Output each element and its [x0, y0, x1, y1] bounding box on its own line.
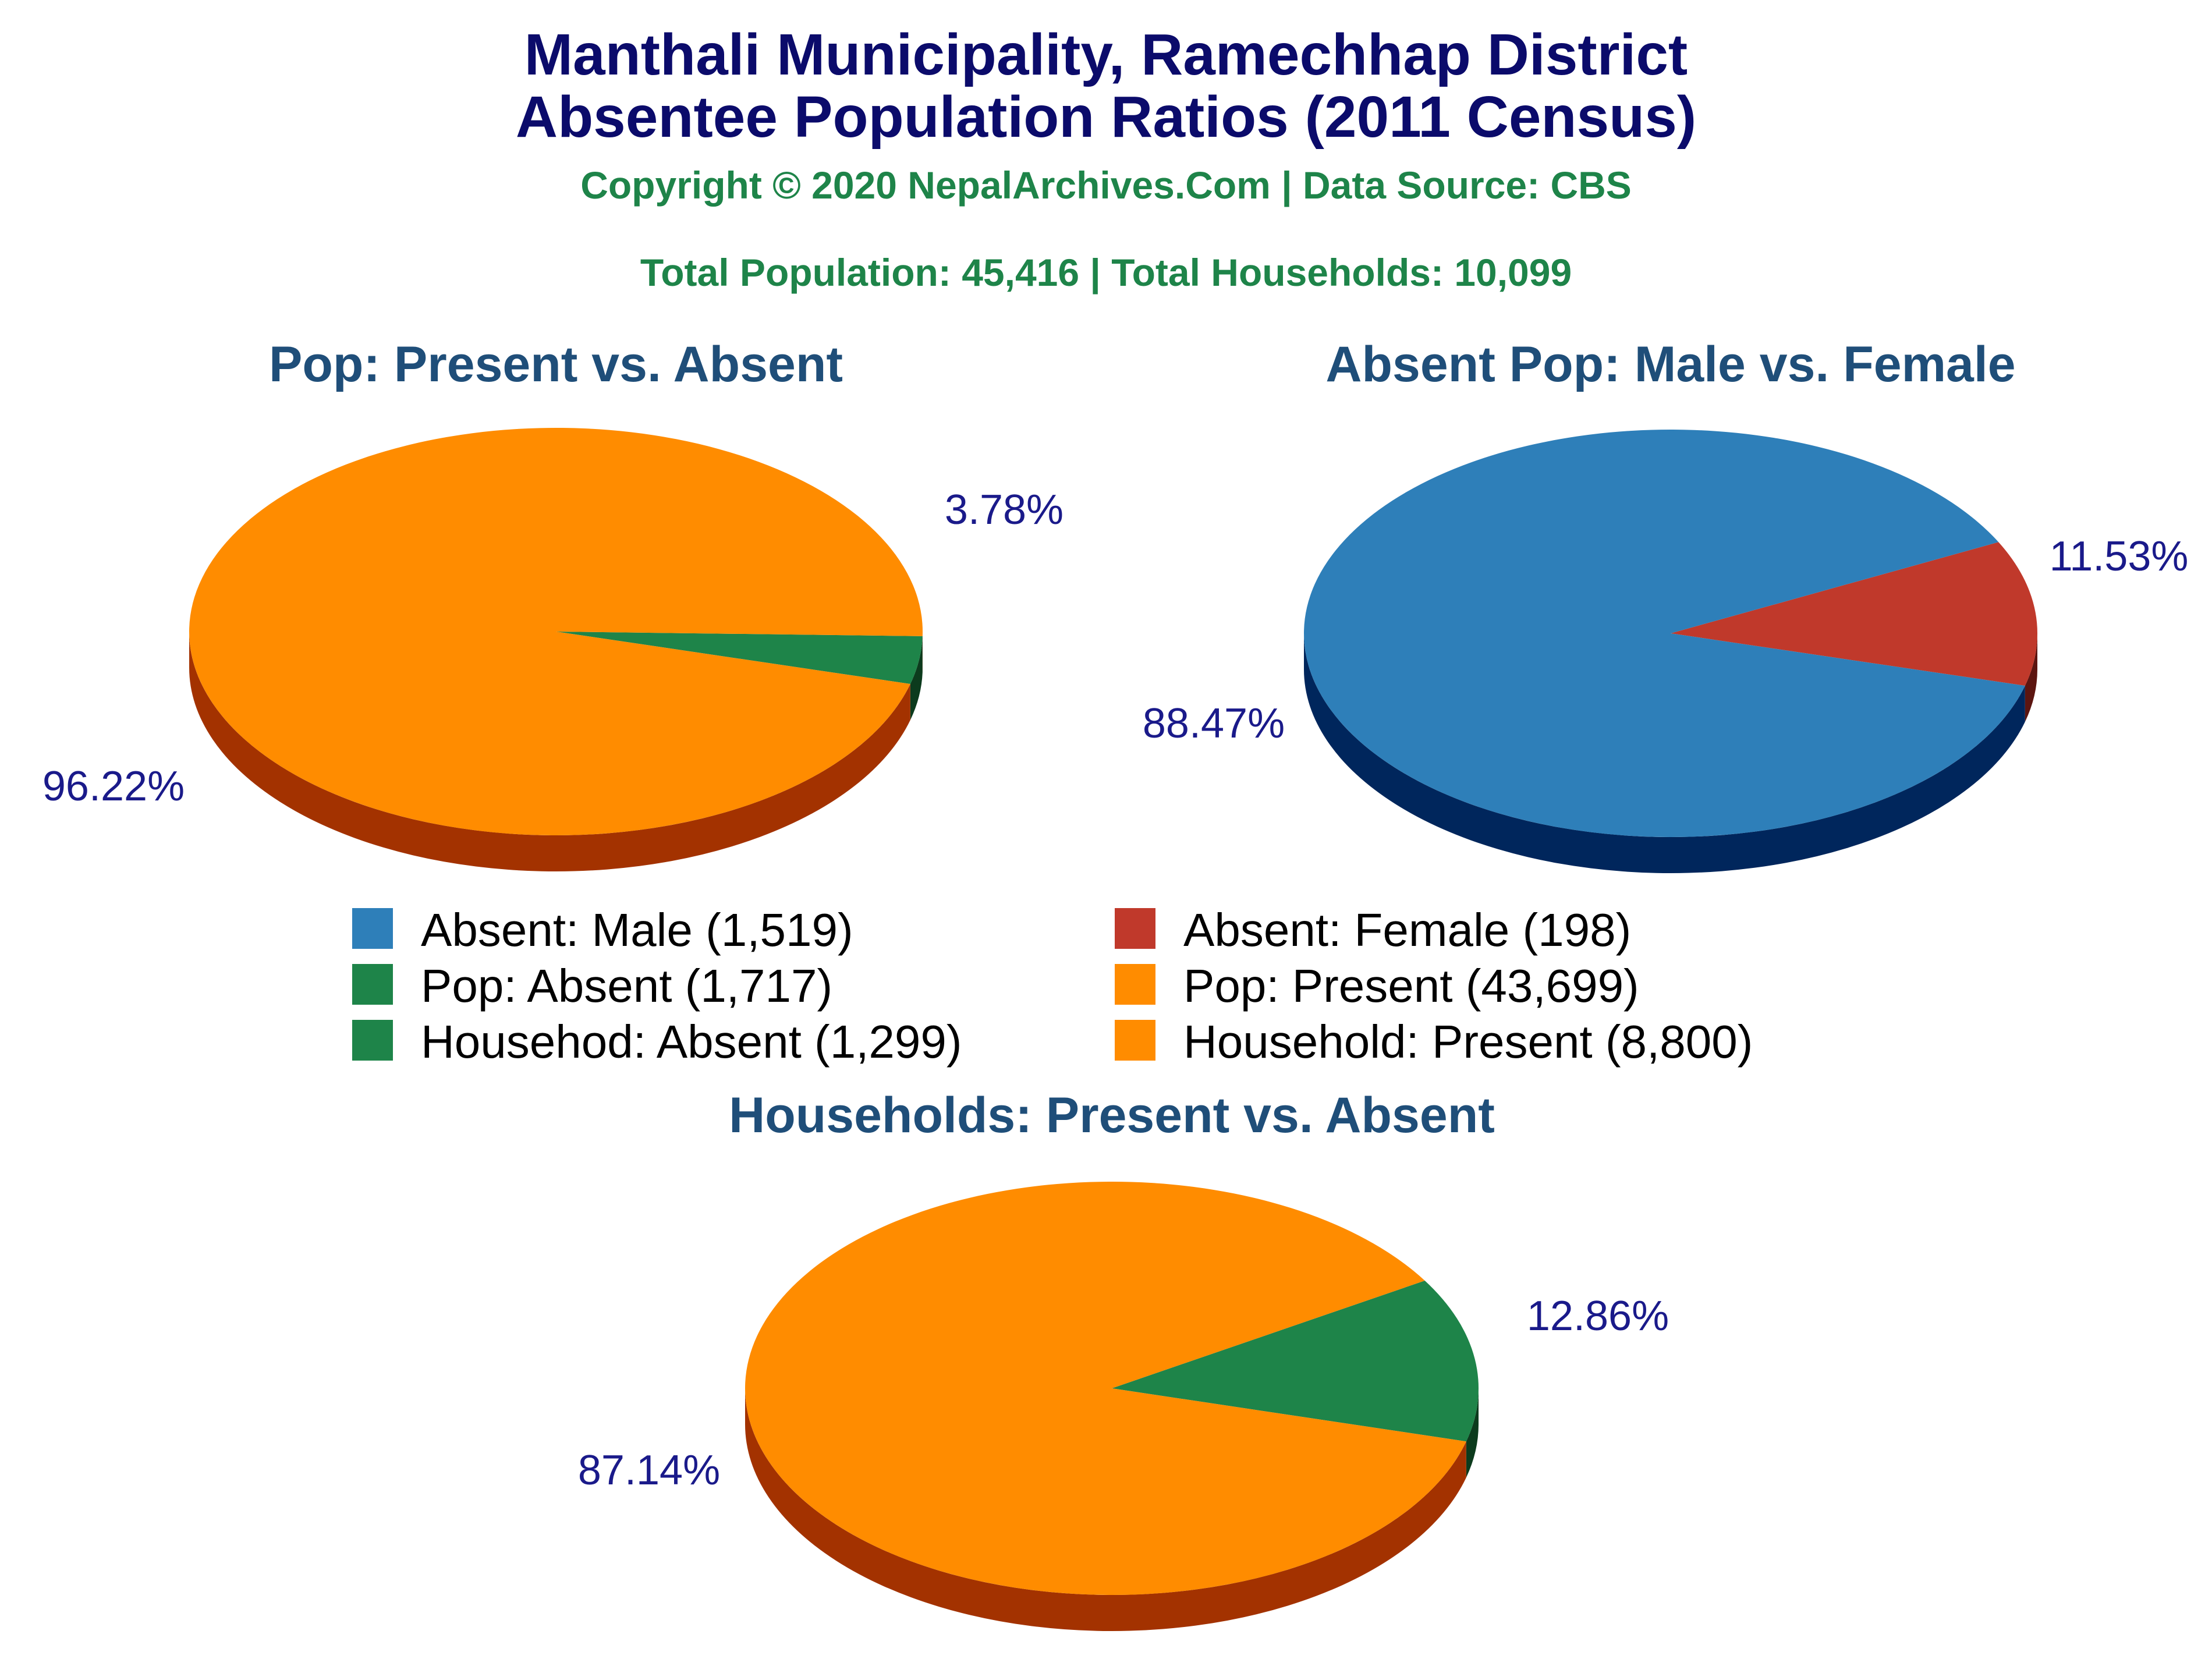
- legend-swatch: [1115, 908, 1155, 949]
- pie-slice-side: [1304, 633, 2025, 873]
- pie-slice-percent-label: 96.22%: [42, 763, 185, 810]
- pie-slice-side: [1466, 1388, 1479, 1478]
- pie-slice: [556, 632, 923, 684]
- legend-swatch: [352, 908, 393, 949]
- pie-chart-title: Pop: Present vs. Absent: [269, 336, 843, 392]
- pie-chart: Pop: Present vs. Absent 3.78% 96.22%: [42, 336, 1064, 872]
- pie-slice: [189, 427, 923, 835]
- pie-slice-percent-label: 87.14%: [578, 1447, 720, 1494]
- legend-swatch: [1115, 964, 1155, 1005]
- figure-title-line1: Manthali Municipality, Ramechhap Distric…: [524, 22, 1688, 87]
- legend-label: Pop: Absent (1,717): [421, 960, 833, 1012]
- pie-chart-title: Households: Present vs. Absent: [729, 1087, 1495, 1143]
- pie-slice-percent-label: 3.78%: [945, 487, 1064, 533]
- pie-slice-side: [2025, 633, 2037, 722]
- legend-label: Household: Present (8,800): [1183, 1016, 1753, 1068]
- pie-slice: [745, 1181, 1466, 1595]
- figure-title-line2: Absentee Population Ratios (2011 Census): [515, 84, 1697, 150]
- totals-summary: Total Population: 45,416 | Total Househo…: [640, 251, 1572, 294]
- legend: Absent: Male (1,519) Absent: Female (198…: [352, 902, 1924, 1077]
- pie-chart-title: Absent Pop: Male vs. Female: [1325, 336, 2015, 392]
- legend-label: Absent: Female (198): [1183, 904, 1632, 956]
- pie-slice-side: [189, 632, 910, 872]
- legend-label: Pop: Present (43,699): [1183, 960, 1639, 1012]
- pie-chart: Absent Pop: Male vs. Female 11.53% 88.47%: [1143, 336, 2189, 873]
- pie-slice: [1671, 542, 2037, 686]
- copyright-notice: Copyright © 2020 NepalArchives.Com | Dat…: [580, 164, 1632, 207]
- pie-slice-percent-label: 12.86%: [1527, 1293, 1669, 1339]
- legend-swatch: [1115, 1020, 1155, 1061]
- pie-chart: Households: Present vs. Absent 12.86% 87.1…: [578, 1087, 1669, 1631]
- pie-slice: [1112, 1280, 1479, 1442]
- legend-label: Absent: Male (1,519): [421, 904, 853, 956]
- legend-label: Househod: Absent (1,299): [421, 1016, 962, 1068]
- pie-slice-percent-label: 88.47%: [1143, 700, 1285, 747]
- legend-swatch: [352, 964, 393, 1005]
- legend-swatch: [352, 1020, 393, 1061]
- pie-slice: [1304, 430, 2025, 837]
- pie-slice-side: [910, 636, 923, 720]
- pie-slice-percent-label: 11.53%: [2050, 533, 2189, 580]
- pie-slice-side: [745, 1388, 1466, 1631]
